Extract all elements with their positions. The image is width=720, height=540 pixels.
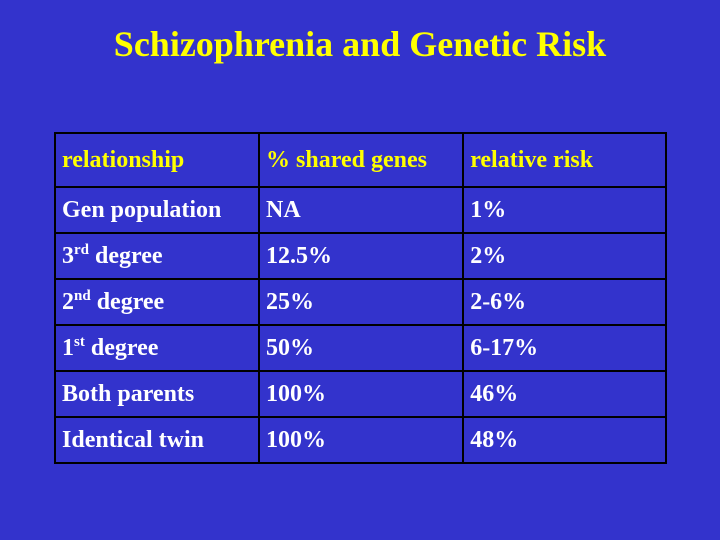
cell-shared-genes: 12.5%	[258, 232, 465, 280]
cell-relationship: 2nd degree	[53, 278, 261, 326]
cell-shared-genes: 100%	[258, 370, 465, 418]
table-row: Both parents 100% 46%	[53, 370, 667, 418]
header-relationship: relationship	[53, 132, 261, 188]
table-row: 2nd degree 25% 2-6%	[53, 278, 667, 326]
cell-shared-genes: 25%	[258, 278, 465, 326]
cell-relative-risk: 1%	[462, 186, 667, 234]
genetic-risk-table: relationship % shared genes relative ris…	[53, 132, 667, 464]
cell-relationship: 1st degree	[53, 324, 261, 372]
cell-relative-risk: 48%	[462, 416, 667, 464]
cell-relationship: Gen population	[53, 186, 261, 234]
cell-relative-risk: 2-6%	[462, 278, 667, 326]
header-relative-risk: relative risk	[462, 132, 667, 188]
table-header-row: relationship % shared genes relative ris…	[53, 132, 667, 188]
cell-relationship: Both parents	[53, 370, 261, 418]
cell-relationship: Identical twin	[53, 416, 261, 464]
header-shared-genes: % shared genes	[258, 132, 465, 188]
cell-relative-risk: 46%	[462, 370, 667, 418]
table-row: Gen population NA 1%	[53, 186, 667, 234]
slide-title: Schizophrenia and Genetic Risk	[113, 24, 607, 64]
cell-shared-genes: 50%	[258, 324, 465, 372]
cell-relative-risk: 2%	[462, 232, 667, 280]
table-row: 1st degree 50% 6-17%	[53, 324, 667, 372]
cell-shared-genes: NA	[258, 186, 465, 234]
cell-relative-risk: 6-17%	[462, 324, 667, 372]
table-row: Identical twin 100% 48%	[53, 416, 667, 464]
table-row: 3rd degree 12.5% 2%	[53, 232, 667, 280]
cell-shared-genes: 100%	[258, 416, 465, 464]
cell-relationship: 3rd degree	[53, 232, 261, 280]
